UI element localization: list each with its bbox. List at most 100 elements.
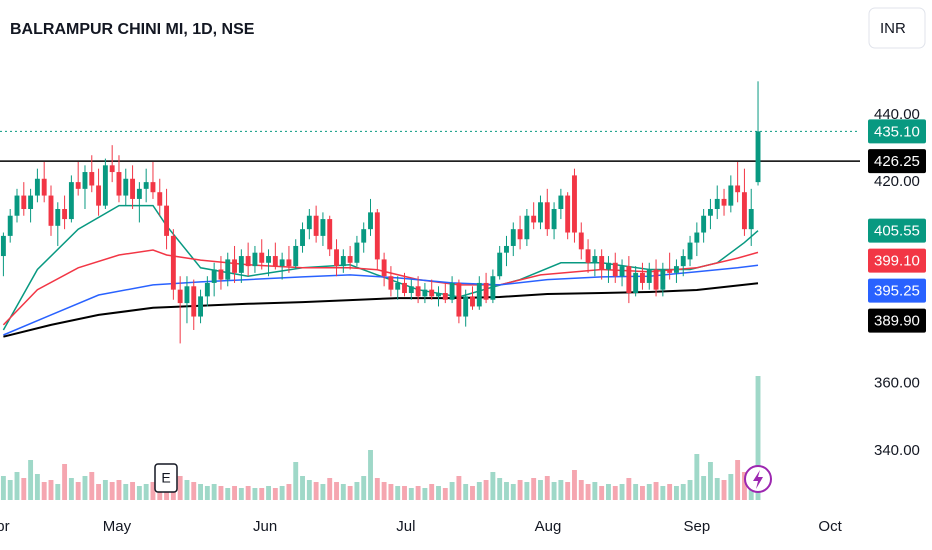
candle-body [429, 289, 435, 297]
candle-body [497, 252, 503, 277]
volume-bar [381, 482, 387, 500]
volume-bar [442, 488, 448, 500]
volume-bar [388, 484, 394, 500]
candle-body [41, 178, 47, 196]
volume-bar [123, 484, 129, 500]
candle-body [28, 195, 34, 210]
candle-body [34, 178, 40, 196]
price-label: 389.90 [874, 313, 920, 330]
chart-title: BALRAMPUR CHINI MI, 1D, NSE [10, 21, 255, 38]
x-tick-label: Jul [396, 518, 415, 535]
candle-body [130, 178, 136, 199]
candle-body [640, 272, 645, 283]
volume-bar [395, 486, 401, 500]
candle-body [483, 282, 489, 300]
volume-bar [34, 474, 40, 500]
candle-body [191, 286, 197, 317]
price-label-box [868, 149, 926, 174]
candle-body [272, 256, 278, 267]
volume-bar [313, 482, 319, 500]
volume-bar [599, 486, 605, 500]
candle-body [7, 215, 13, 236]
volume-bar [680, 484, 686, 500]
candle-body [232, 259, 237, 273]
volume-bar [721, 480, 727, 500]
earnings-marker[interactable] [154, 463, 178, 493]
candle-body [48, 195, 54, 226]
candle-body [415, 286, 421, 297]
candle-body [510, 229, 516, 246]
y-tick-label: 440.00 [874, 106, 920, 123]
candles [0, 81, 761, 344]
candle-body [123, 178, 129, 196]
volume-bar [41, 482, 47, 500]
volume-bar [735, 460, 741, 500]
candle-body [306, 215, 312, 230]
volume-bar [374, 478, 380, 500]
volume-bar [456, 476, 462, 500]
candle-body [701, 215, 707, 233]
candle-body [82, 172, 88, 189]
candle-body [388, 276, 394, 290]
volume-bar [68, 478, 74, 500]
volume-bar [436, 486, 441, 500]
candle-body [170, 235, 176, 290]
candle-body [0, 235, 6, 257]
price-label-box [868, 119, 926, 144]
candle-body [476, 282, 482, 307]
candle-body [735, 185, 741, 193]
candle-body [633, 272, 639, 294]
volume-bar [510, 484, 516, 500]
volume-bar [252, 488, 258, 500]
earnings-label[interactable]: E [161, 470, 170, 486]
candle-body [96, 185, 102, 206]
price-label: 399.10 [874, 253, 920, 270]
moving-average-line [3, 282, 759, 338]
volume-pane [0, 376, 761, 500]
x-tick-label: Oct [818, 518, 842, 535]
candle-body [653, 269, 659, 290]
volume-bar [136, 486, 142, 500]
price-label-box [868, 278, 926, 303]
volume-bar [701, 476, 707, 500]
volume-bar [606, 484, 611, 500]
candle-body [14, 195, 20, 216]
candle-body [252, 252, 258, 267]
volume-bar [177, 476, 183, 500]
candle-body [55, 209, 61, 226]
price-label: 405.55 [874, 223, 920, 240]
volume-bar [286, 484, 292, 500]
volume-bar [361, 476, 367, 500]
candle-body [463, 296, 469, 317]
candle-body [626, 266, 632, 294]
candle-body [436, 293, 441, 297]
candle-body [517, 229, 523, 240]
volume-bar [728, 474, 734, 500]
volume-bar [306, 480, 312, 500]
volume-bar [565, 482, 571, 500]
volume-bar [340, 484, 346, 500]
volume-bar [449, 482, 455, 500]
candle-body [89, 172, 95, 186]
volume-bar [497, 478, 503, 500]
volume-bar [204, 486, 210, 500]
candle-body [531, 215, 537, 223]
candle-body [157, 192, 163, 206]
volume-bar [429, 484, 435, 500]
volume-bar [300, 476, 305, 500]
candle-body [279, 259, 285, 267]
candle-body [456, 282, 462, 317]
volume-bar [490, 472, 496, 500]
currency-button[interactable] [868, 7, 926, 49]
candle-body [143, 182, 149, 189]
candle-body [177, 289, 183, 304]
volume-bar [109, 482, 115, 500]
volume-bar [293, 462, 299, 500]
volume-bar [21, 478, 27, 500]
volume-bar [327, 478, 333, 500]
x-tick-label: Apr [0, 518, 10, 535]
volume-bar [524, 482, 530, 500]
currency-label[interactable]: INR [880, 20, 906, 37]
candle-body [354, 242, 360, 263]
